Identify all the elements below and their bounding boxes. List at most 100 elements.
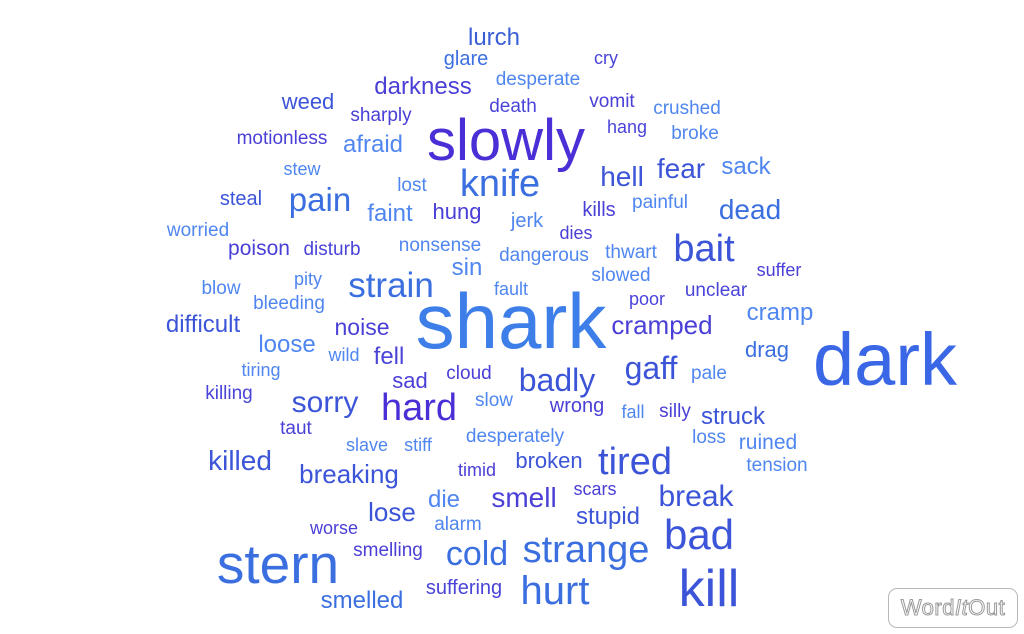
cloud-word: fall [621,402,645,422]
cloud-word: sin [451,254,483,281]
cloud-word: bait [673,228,735,270]
cloud-word: afraid [342,131,404,158]
cloud-word: gaff [624,350,678,386]
cloud-word: darkness [374,73,472,100]
cloud-word: desperately [465,426,565,447]
cloud-word: suffering [425,577,503,599]
cloud-word: stern [216,533,340,595]
cloud-word: slave [345,435,389,455]
cloud-word: dead [718,194,782,225]
cloud-word: pain [288,181,352,218]
cloud-word: cramp [746,299,814,326]
cloud-word: smelled [320,587,404,614]
logo-it: It [954,595,969,621]
cloud-word: hard [380,387,458,429]
cloud-word: stiff [404,435,432,455]
cloud-word: knife [459,163,541,205]
cloud-word: wild [328,345,360,365]
cloud-word: cloud [446,363,492,384]
cloud-word: tension [746,455,808,476]
cloud-word: sad [392,368,428,393]
cloud-word: alarm [434,514,482,535]
cloud-word: pity [293,269,323,289]
cloud-word: timid [457,460,497,480]
cloud-word: sharply [350,105,412,126]
cloud-word: strange [522,529,650,571]
cloud-word: blow [201,278,241,299]
cloud-word: bad [663,511,735,558]
cloud-word: wrong [549,395,605,417]
cloud-word: die [427,486,461,513]
cloud-word: stew [283,159,321,179]
cloud-word: sorry [291,386,359,419]
cloud-word: tiring [241,360,281,380]
cloud-word: worse [309,518,359,538]
cloud-word: worried [166,220,230,241]
cloud-word: poison [228,237,290,260]
cloud-word: struck [700,403,766,430]
logo-out: Out [968,595,1006,621]
cloud-word: drag [744,337,790,362]
cloud-word: thwart [605,242,657,263]
cloud-word: glare [443,48,489,70]
cloud-word: noise [334,314,390,340]
cloud-word: hang [606,117,648,137]
cloud-word: unclear [684,280,748,301]
cloud-word: dark [813,318,957,401]
cloud-word: cold [445,535,509,573]
cloud-word: sack [721,153,771,180]
cloud-word: motionless [236,128,328,149]
cloud-word: death [489,96,537,117]
cloud-word: disturb [303,239,361,260]
cloud-word: hung [432,199,482,224]
cloud-word: killed [208,445,272,476]
cloud-word: cramped [611,310,713,340]
cloud-word: lurch [467,24,521,51]
cloud-word: smell [491,482,557,513]
cloud-word: vomit [589,91,635,112]
cloud-word: scars [573,479,617,499]
cloud-word: stupid [575,503,641,530]
cloud-word: loss [692,427,726,448]
cloud-word: fault [493,279,529,299]
cloud-word: suffer [756,260,802,280]
logo-word: Word [900,595,955,621]
cloud-word: broken [515,448,583,473]
cloud-word: painful [632,192,688,213]
cloud-word: nonsense [398,235,482,256]
cloud-word: broke [671,123,719,144]
cloud-word: silly [659,401,691,422]
cloud-word: crushed [653,98,721,119]
cloud-word: kill [678,560,740,618]
cloud-word: breaking [299,459,399,489]
cloud-word: hurt [520,569,590,613]
cloud-word: weed [281,89,335,114]
cloud-word: dangerous [499,245,589,266]
cloud-word: fear [656,153,706,184]
cloud-word: taut [280,418,312,439]
cloud-word: break [658,480,734,513]
cloud-word: cry [594,48,618,68]
cloud-word: fell [373,343,405,370]
cloud-word: steal [219,188,263,210]
cloud-word: faint [367,200,413,227]
cloud-word: lose [368,497,416,527]
cloud-word: loose [258,331,316,358]
cloud-word: killing [205,383,253,404]
wordle-logo[interactable]: Word It Out [888,588,1018,628]
cloud-word: ruined [738,431,798,454]
cloud-word: slowly [427,108,585,173]
cloud-word: slowed [591,265,651,286]
cloud-word: bleeding [253,293,325,314]
cloud-word: tired [598,441,672,483]
cloud-word: difficult [165,311,241,338]
cloud-word: smelling [353,540,423,561]
cloud-word: kills [582,199,616,221]
cloud-word: dies [559,223,593,243]
cloud-word: poor [628,289,666,309]
cloud-word: pale [691,363,727,384]
cloud-word: strain [348,266,434,305]
cloud-word: hell [600,161,644,192]
cloud-word: badly [518,362,596,398]
